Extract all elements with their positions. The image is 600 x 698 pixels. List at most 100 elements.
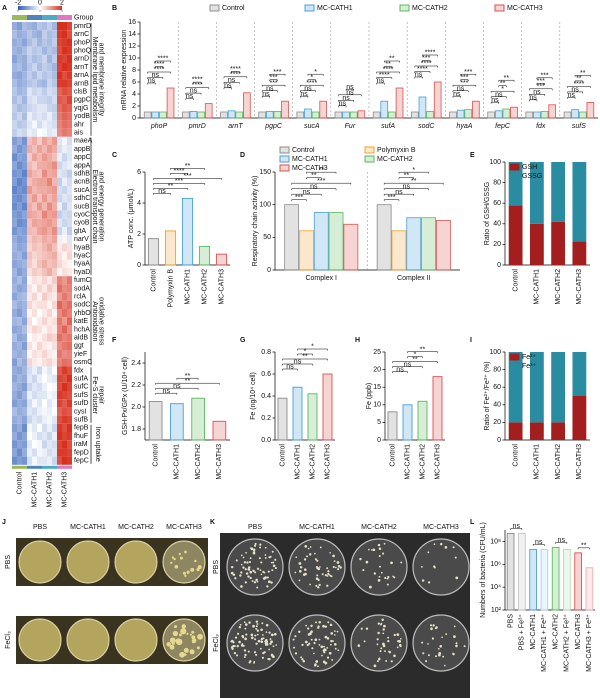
colony: [253, 548, 256, 551]
significance-bracket: [376, 71, 400, 74]
colony: [245, 633, 248, 636]
heatmap-cell: [47, 309, 52, 318]
colony: [273, 564, 276, 567]
heatmap-cell: [22, 177, 27, 186]
significance-bracket: [231, 71, 240, 73]
significance-label: ****: [425, 50, 436, 57]
colony: [384, 576, 387, 580]
colorbar-tick-label: 0: [38, 0, 42, 6]
gene-label: arnA: [74, 72, 89, 79]
colony: [377, 543, 381, 547]
heatmap-cell: [22, 30, 27, 39]
gene-label: pmrD: [74, 23, 91, 30]
colony: [248, 621, 251, 624]
heatmap-cell: [67, 251, 72, 260]
colony: [427, 581, 431, 584]
column-label: MC-CATH3: [423, 524, 459, 531]
significance-label: **: [385, 61, 391, 68]
heatmap-cell: [32, 87, 37, 96]
significance-bracket: [147, 71, 171, 74]
colony: [172, 630, 179, 637]
colony: [382, 632, 385, 635]
significance-label: **: [412, 356, 418, 363]
y-tick-label: 16: [128, 19, 136, 26]
heatmap-cell: [62, 63, 67, 72]
heatmap-cell: [37, 95, 42, 104]
x-tick-label: sufS: [572, 123, 586, 130]
significance-bracket: [398, 177, 414, 180]
heatmap-cell: [12, 145, 17, 154]
heatmap-cell: [67, 177, 72, 186]
significance-label: ns: [395, 189, 403, 196]
heatmap-cell: [37, 423, 42, 432]
heatmap-cell: [32, 210, 37, 219]
heatmap-cell: [17, 333, 22, 342]
significance-bracket: [460, 73, 477, 76]
bar: [273, 111, 282, 119]
heatmap-cell: [22, 391, 27, 400]
colony: [186, 632, 189, 635]
colony: [264, 639, 268, 642]
significance-label: ***: [387, 194, 395, 201]
colorbar-tick-label: 2: [60, 0, 64, 6]
heatmap-cell: [12, 120, 17, 129]
heatmap-cell: [32, 202, 37, 211]
heatmap-cell: [37, 374, 42, 383]
significance-label: ns: [533, 89, 541, 96]
heatmap-cell: [42, 145, 47, 154]
heatmap-cell: [62, 87, 67, 96]
significance-bracket: [269, 73, 286, 76]
y-tick-label: 25: [373, 349, 381, 356]
heatmap-cell: [22, 399, 27, 408]
heatmap-cell: [47, 317, 52, 326]
heatmap-cell: [42, 292, 47, 301]
heatmap-cell: [52, 350, 57, 359]
colony: [246, 561, 249, 564]
colony: [270, 633, 274, 637]
heatmap-cell: [37, 292, 42, 301]
column-group-label: MC-CATH1: [31, 472, 38, 508]
x-tick-label: MC-CATH2: [309, 444, 316, 480]
colony: [370, 549, 373, 551]
panel-label: L: [470, 519, 475, 526]
colony: [380, 571, 383, 574]
colony: [376, 660, 379, 663]
colony: [197, 565, 202, 570]
x-tick-label: MC-CATH3: [576, 269, 583, 305]
colony: [314, 638, 318, 642]
colony: [232, 644, 235, 648]
row-label: PBS: [5, 555, 12, 569]
significance-label: ns: [224, 82, 232, 89]
gene-label: sucA: [74, 187, 90, 194]
significance-label: ns: [190, 88, 198, 95]
heatmap-cell: [67, 259, 72, 268]
significance-bracket: [376, 82, 385, 85]
legend-label: MC-CATH2: [412, 5, 448, 12]
heatmap-cell: [62, 227, 67, 236]
gene-label: cyoB: [74, 220, 90, 227]
heatmap-cell: [42, 276, 47, 285]
bar: [342, 111, 350, 119]
row-group-label: Membrane lipid metabolism: [91, 37, 98, 123]
heatmap-cell: [42, 382, 47, 391]
heatmap-cell: [42, 95, 47, 104]
y-tick-label: 0: [137, 262, 141, 269]
heatmap-cell: [32, 300, 37, 309]
bar: [586, 102, 595, 119]
heatmap-cell: [17, 243, 22, 252]
colony: [271, 550, 274, 553]
heatmap-cell: [12, 341, 17, 350]
heatmap-cell: [22, 333, 27, 342]
significance-bracket: [452, 90, 469, 93]
heatmap-cell: [57, 350, 62, 359]
significance-label: ***: [460, 80, 468, 87]
heatmap-cell: [52, 161, 57, 170]
colony: [189, 633, 193, 636]
heatmap-cell: [47, 54, 52, 63]
gene-label: rclA: [74, 294, 86, 301]
colony: [232, 573, 236, 577]
bar-segment: [508, 422, 523, 440]
bar: [292, 386, 303, 441]
x-tick-label: MC-CATH1: [184, 269, 191, 305]
heatmap-cell: [12, 112, 17, 121]
